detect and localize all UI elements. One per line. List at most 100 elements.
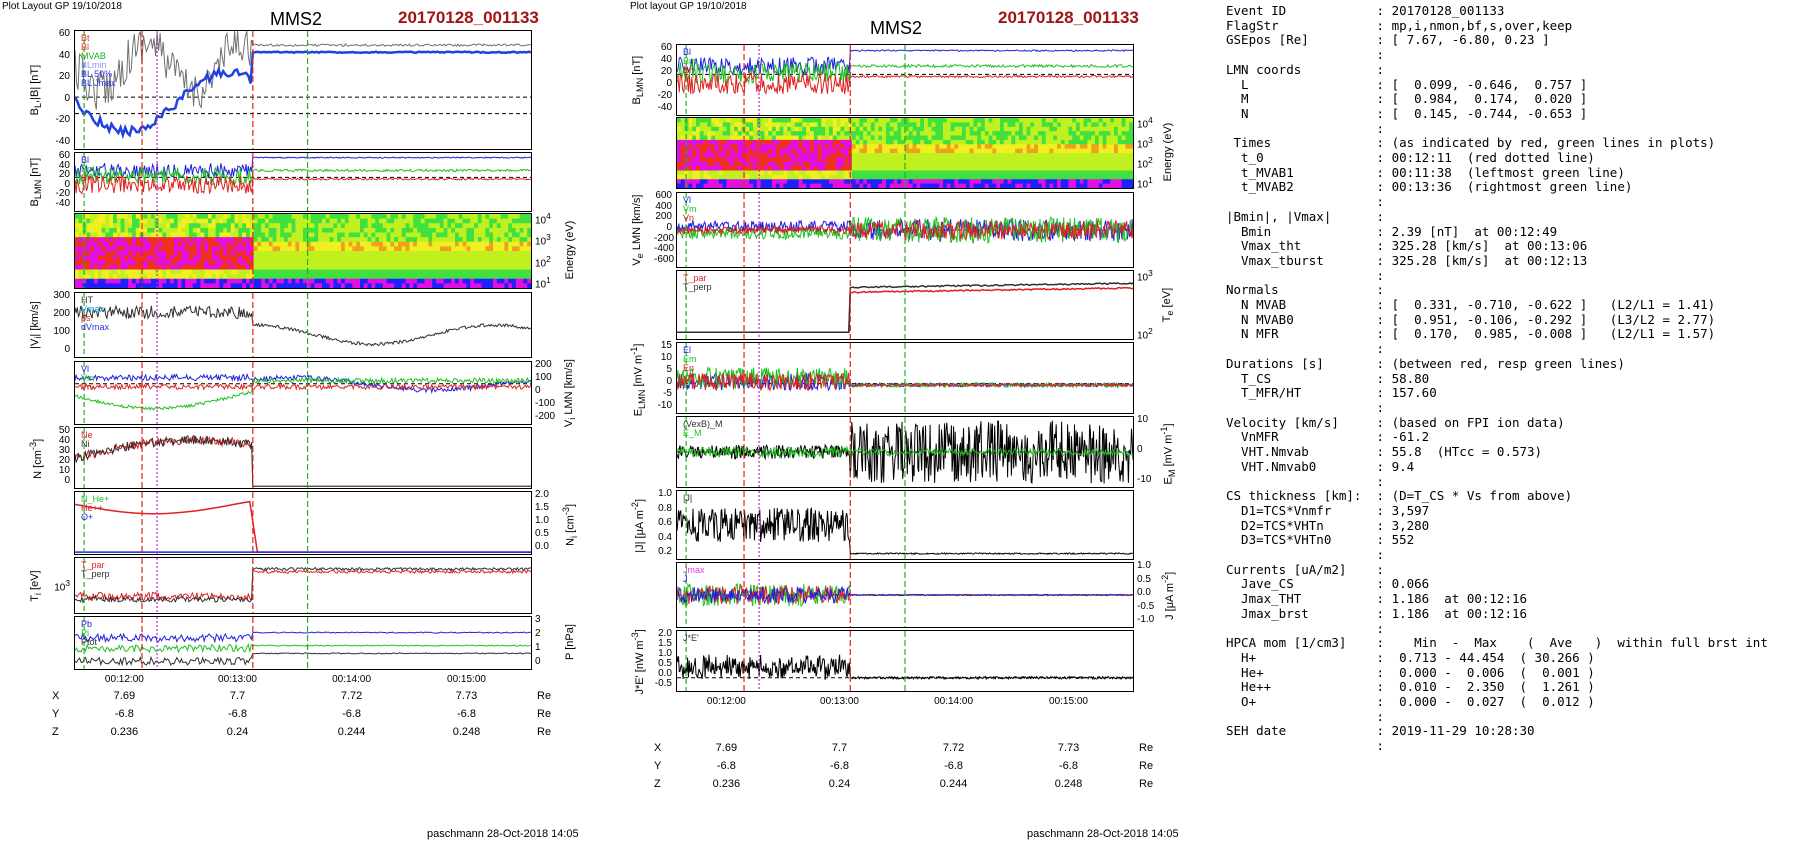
spectrogram-cell [1079,148,1085,154]
spectrogram-cell [390,251,395,257]
spectrogram-cell [677,139,682,145]
spectrogram-cell [745,118,750,123]
spectrogram-cell [1106,144,1111,150]
spectrogram-cell [684,139,689,145]
spectrogram-cell [802,118,807,123]
y-tick-label: -40 [55,198,70,209]
spectrogram-cell [363,223,369,229]
spectrogram-cell [1034,144,1039,150]
spectrogram-cell [870,139,876,145]
spectrogram-cell [352,251,357,257]
spectrogram-cell [200,264,205,271]
spectrogram-cell [882,118,887,123]
spectrogram-cell [699,157,705,163]
spectrogram-cell [908,157,914,163]
spectrogram-cell [1034,131,1039,137]
spectrogram-cell [981,122,986,128]
spectrogram-cell [753,179,758,185]
spectrogram-cell [432,255,437,261]
spectrogram-cell [692,126,697,132]
spectrogram-cell [477,283,483,288]
spectrogram-cell [485,227,490,234]
spectrogram-cell [946,161,952,167]
spectrogram-cell [935,118,940,123]
spectrogram-cell [398,214,403,220]
spectrogram-cell [424,264,429,271]
spectrogram-cell [1083,139,1088,145]
spectrogram-cell [718,148,724,154]
spectrogram-cell [280,264,285,271]
spectrogram-cell [455,227,460,234]
spectrogram-cell [394,264,399,271]
spectrogram-cell [699,122,705,128]
spectrogram-cell [920,170,925,176]
spectrogram-cell [1019,148,1024,154]
spectrogram-cell [170,214,175,220]
spectrogram-cell [90,246,95,252]
spectrogram-cell [447,260,452,266]
spectrogram-cell [988,139,993,145]
spectrogram-cell [943,153,948,158]
spectrogram-cell [965,166,971,172]
y-tick-label: 0.0 [535,541,549,552]
spectrogram-cell [109,255,114,261]
spectrogram-cell [318,232,323,238]
spectrogram-cell [181,246,186,252]
spectrogram-cell [946,179,952,185]
spectrogram-cell [924,135,929,141]
spectrogram-cell [954,135,959,141]
spectrogram-cell [703,126,708,132]
spectrogram-cell [699,166,705,172]
spectrogram-cell [325,255,331,261]
spectrogram-cell [337,227,342,234]
spectrogram-cell [768,174,773,180]
legend-entry: J [683,574,688,584]
spectrogram-cell [523,241,528,247]
spectrogram-cell [699,126,705,132]
spectrogram-cell [527,227,531,234]
spectrogram-cell [413,283,418,288]
spectrogram-cell [715,157,720,163]
spectrogram-cell [128,264,133,271]
spectrogram-cell [420,264,426,271]
spectrogram-cell [1049,157,1054,163]
spectrogram-cell [684,144,689,150]
spectrogram-cell [82,237,87,243]
spectrogram-cell [893,118,898,123]
spectrogram-cell [722,153,727,158]
spectrogram-cell [424,218,429,224]
spectrogram-cell [352,264,357,271]
spectrogram-cell [851,161,857,167]
y-tick-label: 0 [666,78,672,89]
spectrogram-cell [238,241,243,247]
spectrogram-cell [1030,153,1035,158]
spectrogram-cell [519,218,524,224]
spectrogram-cell [242,283,247,288]
spectrogram-cell [798,153,803,158]
spectrogram-cell [477,218,483,224]
spectrogram-cell [227,255,232,261]
spectrogram-cell [984,122,990,128]
spectrogram-cell [223,246,228,252]
spectrogram-cell [908,118,914,123]
spectrogram-cell [386,218,391,224]
spectrogram-cell [715,144,720,150]
spectrogram-cell [715,148,720,154]
spectrogram-cell [371,260,376,266]
spectrogram-cell [401,214,407,220]
spectrogram-cell [988,126,993,132]
y-tick-label: 200 [53,308,70,319]
spectrogram-cell [791,122,796,128]
spectrogram-cell [443,255,448,261]
spectrogram-cell [1011,157,1016,163]
spectrogram-cell [1125,161,1130,167]
spectrogram-cell [1076,166,1081,172]
spectrogram-cell [1102,166,1107,172]
spectrogram-cell [94,227,99,234]
spectrogram-cell [1064,183,1069,188]
spectrogram-cell [707,135,712,141]
spectrogram-cell [950,161,955,167]
spectrogram-cell [1110,148,1115,154]
spectrogram-cell [367,246,372,252]
spectrogram-cell [333,227,338,234]
